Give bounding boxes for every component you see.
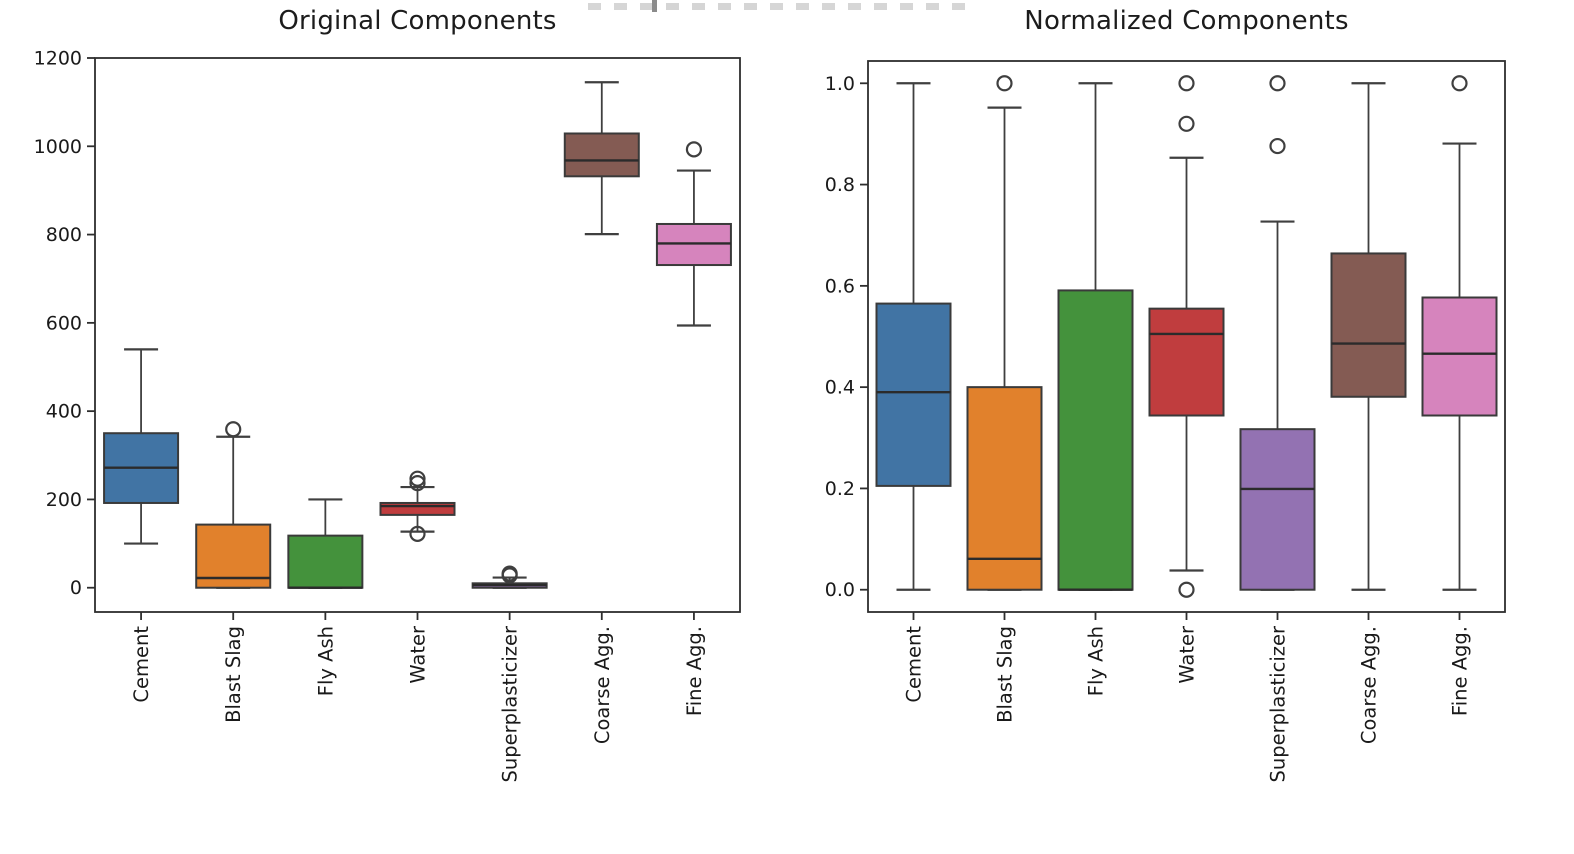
x-tick-label-water: Water	[1176, 625, 1199, 684]
iqr-box	[379, 501, 456, 516]
box-group-blast-slag	[966, 75, 1043, 591]
y-tick-label: 0.8	[825, 174, 855, 196]
left-plot-title: Original Components	[278, 6, 557, 36]
outlier-marker	[225, 421, 242, 438]
x-tick-label-superplasticizer: Superplasticizer	[499, 625, 522, 782]
iqr-box	[875, 302, 952, 487]
x-tick-label-fly-ash: Fly Ash	[1085, 626, 1108, 696]
x-tick-label-fine-agg: Fine Agg.	[683, 626, 706, 716]
box-group-fine-agg	[1421, 75, 1498, 591]
outlier-marker	[685, 141, 703, 158]
box-group-blast-slag	[195, 421, 272, 589]
outlier-marker	[501, 565, 518, 582]
clipped-suptitle-dark-mark	[652, 0, 657, 12]
outlier-marker	[409, 525, 426, 542]
y-tick-label: 0.0	[825, 579, 855, 601]
iqr-box	[966, 386, 1043, 591]
iqr-box	[1421, 296, 1498, 417]
box-group-coarse-agg	[563, 81, 640, 236]
iqr-box	[1239, 428, 1316, 591]
x-tick-label-blast-slag: Blast Slag	[994, 626, 1017, 723]
panel-normalized: 0.0 0.2 0.4 0.6 0.8 1.0 Cement Blast Slag Fly As…	[825, 60, 1506, 783]
x-tick-label-fine-agg: Fine Agg.	[1449, 626, 1472, 716]
y-tick-label: 0	[70, 577, 82, 599]
y-tick-label: 1000	[34, 136, 82, 158]
x-tick-label-water: Water	[407, 625, 430, 684]
box-group-superplasticizer	[471, 565, 548, 589]
clipped-suptitle-fragment	[588, 0, 978, 12]
box-group-cement	[875, 82, 952, 591]
iqr-box	[1330, 252, 1407, 398]
x-tick-label-superplasticizer: Superplasticizer	[1267, 625, 1290, 782]
box-group-fine-agg	[655, 141, 732, 327]
box-group-fly-ash	[1057, 82, 1134, 591]
y-tick-label: 200	[46, 489, 82, 511]
outlier-marker	[1178, 75, 1195, 92]
outlier-marker	[996, 75, 1013, 92]
y-tick-label: 0.2	[825, 478, 855, 500]
iqr-box	[563, 132, 640, 178]
y-tick-label: 0.4	[825, 377, 855, 399]
x-tick-label-blast-slag: Blast Slag	[222, 626, 245, 723]
outlier-marker	[1451, 75, 1468, 92]
x-tick-label-fly-ash: Fly Ash	[314, 626, 337, 696]
outlier-marker	[409, 470, 426, 487]
iqr-box	[1057, 289, 1134, 591]
right-plot-title: Normalized Components	[1024, 6, 1349, 36]
outlier-marker	[409, 475, 426, 492]
iqr-box	[287, 534, 364, 589]
y-tick-label: 800	[46, 224, 82, 246]
x-tick-label-cement: Cement	[903, 626, 926, 703]
panel-original: 0 200 400 600 800 1000 1200 Cement Blast Slag Fly…	[34, 48, 741, 783]
y-tick-label: 400	[46, 401, 82, 423]
y-tick-label: 1.0	[825, 73, 855, 95]
x-tick-label-coarse-agg: Coarse Agg.	[591, 626, 614, 744]
iqr-box	[1148, 307, 1225, 417]
box-group-cement	[103, 348, 180, 545]
outlier-marker	[1269, 75, 1286, 92]
box-group-coarse-agg	[1330, 82, 1407, 591]
box-group-fly-ash	[287, 498, 364, 589]
outlier-marker	[1178, 581, 1195, 598]
outlier-marker	[1178, 115, 1195, 132]
y-tick-label: 600	[46, 312, 82, 334]
box-group-water	[379, 470, 456, 542]
box-group-water	[1148, 75, 1225, 598]
outlier-marker	[1269, 137, 1286, 155]
x-tick-label-cement: Cement	[130, 626, 153, 703]
y-tick-label: 0.6	[825, 275, 855, 297]
box-group-superplasticizer	[1239, 75, 1316, 591]
y-tick-label: 1200	[34, 48, 82, 70]
x-tick-label-coarse-agg: Coarse Agg.	[1358, 626, 1381, 744]
